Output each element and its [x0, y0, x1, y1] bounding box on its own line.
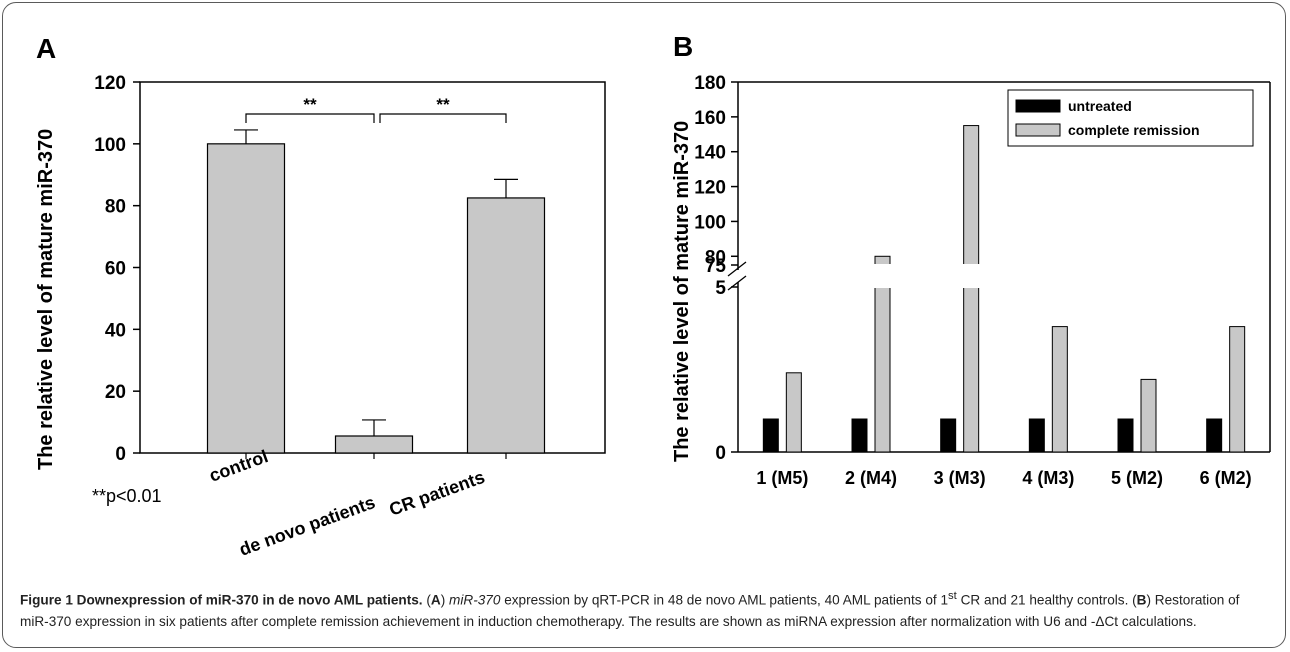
panel-a-ylabel: The relative level of mature miR-370 — [35, 129, 57, 470]
panel-b-xtick-label: 4 (M3) — [1022, 468, 1074, 488]
panel-a-xtick-label: de novo patients — [237, 492, 378, 560]
caption-text-4: CR and 21 healthy controls. ( — [956, 592, 1137, 608]
panel-b-bars — [762, 125, 1246, 453]
figure-canvas: A The relative level of mature miR-370 0… — [35, 31, 1271, 560]
panel-a-bars — [206, 129, 546, 454]
panel-a-xtick-label: CR patients — [387, 467, 488, 520]
panel-b-ytick-label: 75 — [705, 256, 727, 277]
panel-a-bar — [206, 143, 286, 454]
panel-a-pvalue-note: **p<0.01 — [92, 486, 162, 506]
panel-a-significance-label: ** — [436, 95, 450, 114]
panel-b-ytick-label: 180 — [694, 73, 726, 94]
panel-b-bar-untreated — [1117, 418, 1134, 453]
panel-b-bar-remission — [1229, 326, 1246, 453]
panel-a-label: A — [36, 33, 56, 64]
panel-b-xtick-label: 2 (M4) — [845, 468, 897, 488]
caption-ref-a: A — [430, 592, 441, 608]
panel-a-ytick-label: 80 — [105, 197, 126, 218]
caption-gene: miR-370 — [449, 592, 501, 608]
caption-ref-b: B — [1136, 592, 1147, 608]
panel-b-bar-remission — [785, 372, 802, 453]
panel-b-ytick-label: 0 — [715, 443, 726, 464]
panel-b-legend-swatch — [1015, 99, 1061, 113]
panel-a-significance-bracket — [379, 113, 507, 123]
panel-b-bar-remission — [1051, 326, 1068, 453]
panel-a-ytick-label: 0 — [115, 444, 126, 465]
caption-sup: st — [948, 590, 957, 602]
panel-b-bar-untreated — [1206, 418, 1223, 453]
panel-b-legend: untreated complete remission — [1007, 89, 1254, 147]
panel-b-bar-untreated — [1028, 418, 1045, 453]
panel-b-ytick-label: 160 — [694, 108, 726, 129]
panel-a: A The relative level of mature miR-370 0… — [35, 33, 606, 560]
panel-b-xtick-label: 5 (M2) — [1111, 468, 1163, 488]
panel-b-bar-break-gap — [961, 264, 981, 288]
panel-a-ytick-label: 40 — [105, 320, 126, 341]
caption-title: Figure 1 Downexpression of miR-370 in de… — [20, 592, 423, 608]
panel-b: B The relative level of mature miR-370 0… — [671, 31, 1271, 488]
panel-b-bar-remission — [963, 125, 980, 453]
panel-b-ytick-label: 80 — [705, 247, 726, 268]
panel-b-axis-break-mark — [727, 261, 747, 277]
panel-b-ylabel: The relative level of mature miR-370 — [671, 121, 693, 462]
caption-text-3: expression by qRT-PCR in 48 de novo AML … — [500, 592, 949, 608]
panel-b-xtick-label: 3 (M3) — [934, 468, 986, 488]
panel-b-ytick-label: 5 — [715, 278, 726, 299]
panel-b-bar-break-gap — [873, 264, 892, 288]
figure-caption: Figure 1 Downexpression of miR-370 in de… — [20, 586, 1270, 632]
panel-a-ytick-label: 120 — [94, 73, 126, 94]
panel-b-legend-swatch — [1015, 123, 1061, 137]
panel-b-plot-frame — [727, 81, 1271, 453]
panel-b-xtick-label: 6 (M2) — [1200, 468, 1252, 488]
panel-a-ytick-label: 60 — [105, 259, 126, 280]
panel-b-xtick-label: 1 (M5) — [756, 468, 808, 488]
panel-b-bar-remission — [1140, 378, 1157, 453]
panel-b-x-axis: 1 (M5) 2 (M4) 3 (M3) 4 (M3) 5 (M2) 6 (M2) — [756, 468, 1251, 488]
panel-b-legend-box — [1007, 89, 1254, 147]
caption-text-5: ) Restoration of miR-370 expression in s… — [20, 592, 1240, 629]
panel-a-ytick-label: 100 — [94, 135, 126, 156]
panel-b-ytick-label: 140 — [694, 143, 726, 164]
panel-a-bar — [466, 197, 546, 454]
panel-a-significance-label: ** — [303, 95, 317, 114]
panel-b-label: B — [673, 31, 693, 62]
panel-b-legend-label: untreated — [1068, 98, 1132, 114]
panel-b-bar-untreated — [762, 418, 779, 453]
panel-b-ytick-label: 120 — [694, 178, 726, 199]
panel-b-ytick-label: 100 — [694, 212, 726, 233]
panel-b-bar-untreated — [940, 418, 957, 453]
panel-b-bar-remission — [874, 255, 891, 453]
caption-text-1: ( — [422, 592, 431, 608]
panel-a-significance-bracket — [245, 113, 375, 123]
panel-a-bar — [334, 435, 414, 454]
panel-b-legend-label: complete remission — [1068, 122, 1200, 138]
panel-a-y-axis: 0 20 40 60 80 100 120 — [94, 73, 140, 465]
panel-b-axis-break-mark — [727, 275, 747, 291]
panel-a-ytick-label: 20 — [105, 382, 126, 403]
panel-a-significance: ** ** — [245, 95, 507, 123]
panel-b-bar-untreated — [851, 418, 868, 453]
caption-text-2: ) — [440, 592, 450, 608]
